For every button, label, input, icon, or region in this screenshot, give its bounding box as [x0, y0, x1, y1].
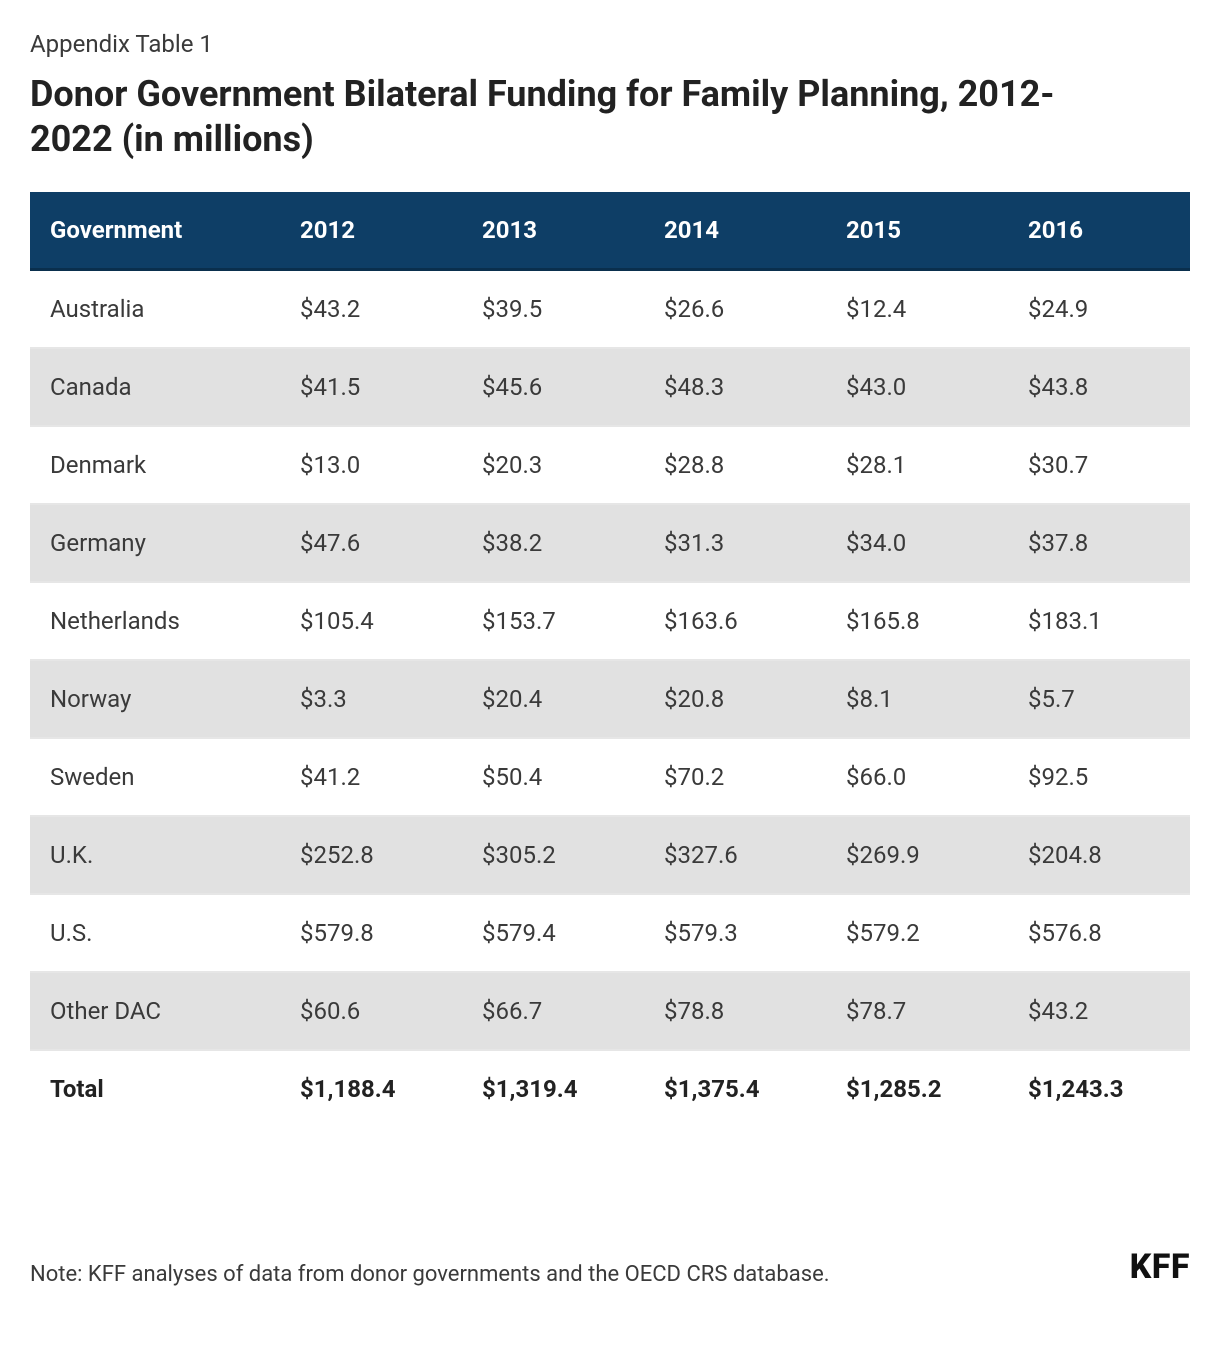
total-value: $1,188.4 — [280, 1050, 462, 1127]
row-value: $579.8 — [280, 894, 462, 972]
table-row: U.S.$579.8$579.4$579.3$579.2$576.8 — [30, 894, 1190, 972]
row-value: $269.9 — [826, 816, 1008, 894]
row-value: $31.3 — [644, 504, 826, 582]
table-row: Norway$3.3$20.4$20.8$8.1$5.7 — [30, 660, 1190, 738]
brand-logo: KFF — [1130, 1247, 1190, 1287]
col-year: 2014 — [644, 192, 826, 270]
table-body: Australia$43.2$39.5$26.6$12.4$24.9Canada… — [30, 270, 1190, 1128]
funding-table: Government20122013201420152016 Australia… — [30, 192, 1190, 1127]
row-value: $43.2 — [1008, 972, 1190, 1050]
table-title: Donor Government Bilateral Funding for F… — [30, 72, 1130, 162]
row-value: $43.2 — [280, 270, 462, 349]
row-value: $78.7 — [826, 972, 1008, 1050]
row-label: U.K. — [30, 816, 280, 894]
row-value: $579.2 — [826, 894, 1008, 972]
table-header-row: Government20122013201420152016 — [30, 192, 1190, 270]
table-row: Denmark$13.0$20.3$28.8$28.1$30.7 — [30, 426, 1190, 504]
row-value: $38.2 — [462, 504, 644, 582]
row-value: $105.4 — [280, 582, 462, 660]
row-value: $204.8 — [1008, 816, 1190, 894]
col-year: 2015 — [826, 192, 1008, 270]
row-label: Australia — [30, 270, 280, 349]
row-value: $20.8 — [644, 660, 826, 738]
row-value: $66.0 — [826, 738, 1008, 816]
row-value: $47.6 — [280, 504, 462, 582]
row-label: Sweden — [30, 738, 280, 816]
row-value: $327.6 — [644, 816, 826, 894]
row-label: Other DAC — [30, 972, 280, 1050]
row-value: $39.5 — [462, 270, 644, 349]
row-value: $41.2 — [280, 738, 462, 816]
row-value: $12.4 — [826, 270, 1008, 349]
row-value: $183.1 — [1008, 582, 1190, 660]
row-value: $43.8 — [1008, 348, 1190, 426]
table-row: Canada$41.5$45.6$48.3$43.0$43.8 — [30, 348, 1190, 426]
table-row: U.K.$252.8$305.2$327.6$269.9$204.8 — [30, 816, 1190, 894]
table-row: Germany$47.6$38.2$31.3$34.0$37.8 — [30, 504, 1190, 582]
row-value: $3.3 — [280, 660, 462, 738]
row-value: $20.3 — [462, 426, 644, 504]
row-value: $30.7 — [1008, 426, 1190, 504]
row-value: $165.8 — [826, 582, 1008, 660]
row-value: $576.8 — [1008, 894, 1190, 972]
total-label: Total — [30, 1050, 280, 1127]
row-value: $8.1 — [826, 660, 1008, 738]
row-label: Netherlands — [30, 582, 280, 660]
row-value: $34.0 — [826, 504, 1008, 582]
row-value: $305.2 — [462, 816, 644, 894]
row-value: $70.2 — [644, 738, 826, 816]
table-pretitle: Appendix Table 1 — [30, 30, 1190, 58]
row-value: $50.4 — [462, 738, 644, 816]
total-value: $1,319.4 — [462, 1050, 644, 1127]
row-value: $28.1 — [826, 426, 1008, 504]
row-value: $78.8 — [644, 972, 826, 1050]
footer: Note: KFF analyses of data from donor go… — [30, 1247, 1190, 1287]
row-value: $153.7 — [462, 582, 644, 660]
row-value: $48.3 — [644, 348, 826, 426]
row-label: Denmark — [30, 426, 280, 504]
table-row: Australia$43.2$39.5$26.6$12.4$24.9 — [30, 270, 1190, 349]
row-value: $579.3 — [644, 894, 826, 972]
col-year: 2013 — [462, 192, 644, 270]
table-total-row: Total$1,188.4$1,319.4$1,375.4$1,285.2$1,… — [30, 1050, 1190, 1127]
row-value: $45.6 — [462, 348, 644, 426]
row-value: $5.7 — [1008, 660, 1190, 738]
footnote: Note: KFF analyses of data from donor go… — [30, 1262, 830, 1287]
row-value: $60.6 — [280, 972, 462, 1050]
row-value: $28.8 — [644, 426, 826, 504]
row-value: $37.8 — [1008, 504, 1190, 582]
table-head: Government20122013201420152016 — [30, 192, 1190, 270]
total-value: $1,285.2 — [826, 1050, 1008, 1127]
row-value: $252.8 — [280, 816, 462, 894]
row-value: $163.6 — [644, 582, 826, 660]
row-value: $92.5 — [1008, 738, 1190, 816]
row-value: $66.7 — [462, 972, 644, 1050]
row-value: $579.4 — [462, 894, 644, 972]
table-row: Other DAC$60.6$66.7$78.8$78.7$43.2 — [30, 972, 1190, 1050]
row-value: $24.9 — [1008, 270, 1190, 349]
row-value: $43.0 — [826, 348, 1008, 426]
row-label: U.S. — [30, 894, 280, 972]
total-value: $1,243.3 — [1008, 1050, 1190, 1127]
table-row: Netherlands$105.4$153.7$163.6$165.8$183.… — [30, 582, 1190, 660]
row-label: Norway — [30, 660, 280, 738]
total-value: $1,375.4 — [644, 1050, 826, 1127]
col-year: 2012 — [280, 192, 462, 270]
row-label: Canada — [30, 348, 280, 426]
row-value: $20.4 — [462, 660, 644, 738]
col-year: 2016 — [1008, 192, 1190, 270]
col-government: Government — [30, 192, 280, 270]
table-row: Sweden$41.2$50.4$70.2$66.0$92.5 — [30, 738, 1190, 816]
row-label: Germany — [30, 504, 280, 582]
row-value: $13.0 — [280, 426, 462, 504]
row-value: $26.6 — [644, 270, 826, 349]
row-value: $41.5 — [280, 348, 462, 426]
